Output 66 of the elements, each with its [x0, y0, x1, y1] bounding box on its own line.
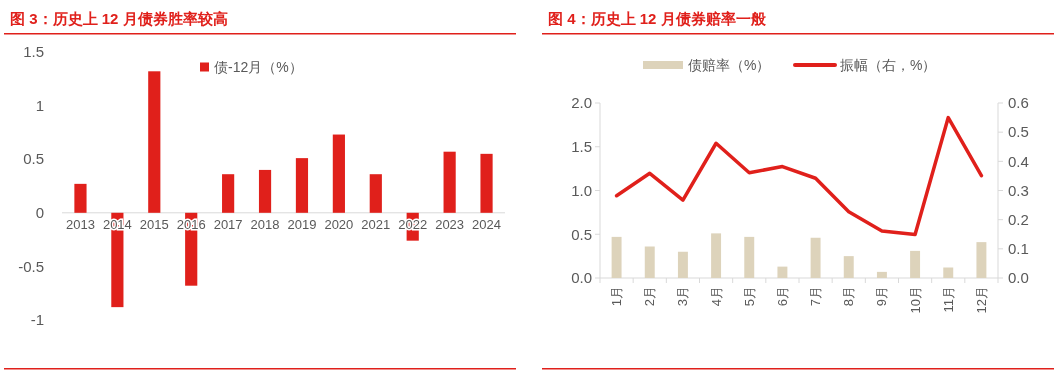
y-tick-label: 1.5	[23, 43, 44, 61]
bar	[332, 134, 345, 213]
bar	[876, 271, 887, 278]
y-tick-label: 0.5	[23, 150, 44, 168]
bar	[677, 251, 688, 278]
y-tick-label: -0.5	[18, 257, 44, 275]
bar	[777, 266, 788, 278]
bar	[976, 242, 987, 278]
y-tick-label: 0.0	[571, 269, 592, 287]
x-tick-label: 8月	[841, 286, 857, 307]
y-tick-label: 1.0	[571, 181, 592, 199]
bar	[611, 236, 622, 278]
y-tick-label: 1.5	[571, 138, 592, 155]
y2-tick-label: 0.6	[1008, 94, 1029, 112]
x-tick-label: 2017	[213, 216, 243, 232]
x-tick-label: 3月	[675, 286, 691, 307]
x-tick-label: 5月	[741, 286, 757, 307]
x-tick-label: 2月	[642, 286, 658, 307]
x-tick-label: 2015	[139, 216, 169, 232]
bar	[258, 169, 272, 213]
y2-tick-label: 0.1	[1008, 240, 1029, 258]
x-tick-label: 2020	[324, 216, 354, 232]
y2-tick-label: 0.2	[1008, 210, 1029, 228]
x-tick-label: 2024	[472, 216, 501, 232]
x-tick-label: 9月	[874, 286, 890, 307]
bar	[744, 236, 755, 278]
x-tick-label: 1月	[609, 286, 625, 307]
legend-label: 债-12月（%）	[214, 58, 303, 75]
chart-title: 图 4：历史上 12 月债券赔率一般	[548, 10, 767, 27]
x-tick-label: 12月	[973, 286, 989, 314]
line-series	[614, 115, 984, 237]
bar	[222, 174, 235, 213]
x-tick-label: 6月	[774, 286, 790, 307]
x-tick-label: 2021	[361, 216, 391, 232]
x-tick-label: 11月	[940, 286, 956, 313]
x-tick-label: 2013	[66, 216, 95, 232]
x-tick-label: 7月	[808, 286, 824, 307]
bar	[74, 183, 87, 213]
bar	[843, 256, 854, 278]
x-tick-label: 2018	[250, 216, 280, 232]
legend-label: 债赔率（%）	[688, 56, 771, 73]
y-tick-label: 0	[35, 204, 44, 222]
y2-tick-label: 0.3	[1008, 181, 1029, 199]
bar	[810, 237, 821, 278]
bar	[644, 246, 655, 278]
bar	[369, 174, 382, 213]
y-tick-label: 1	[35, 96, 44, 114]
legend-label: 振幅（右，%）	[840, 56, 937, 73]
bar	[295, 158, 309, 213]
bar	[443, 151, 456, 213]
y-tick-label: -1	[30, 311, 44, 329]
y-tick-label: 2.0	[571, 94, 592, 112]
x-tick-label: 2019	[287, 216, 317, 232]
x-tick-label: 4月	[708, 286, 724, 307]
y2-tick-label: 0.0	[1008, 269, 1029, 287]
x-tick-label: 10月	[907, 286, 923, 314]
bar	[480, 153, 493, 213]
y2-tick-label: 0.4	[1008, 152, 1029, 170]
chart-title: 图 3：历史上 12 月债券胜率较高	[10, 10, 228, 27]
y-tick-label: 0.5	[571, 225, 592, 243]
bar	[910, 250, 921, 278]
bar	[943, 267, 954, 278]
bar	[148, 71, 161, 213]
y2-tick-label: 0.5	[1008, 123, 1029, 141]
x-tick-label: 2023	[435, 216, 465, 232]
bar	[711, 233, 722, 278]
